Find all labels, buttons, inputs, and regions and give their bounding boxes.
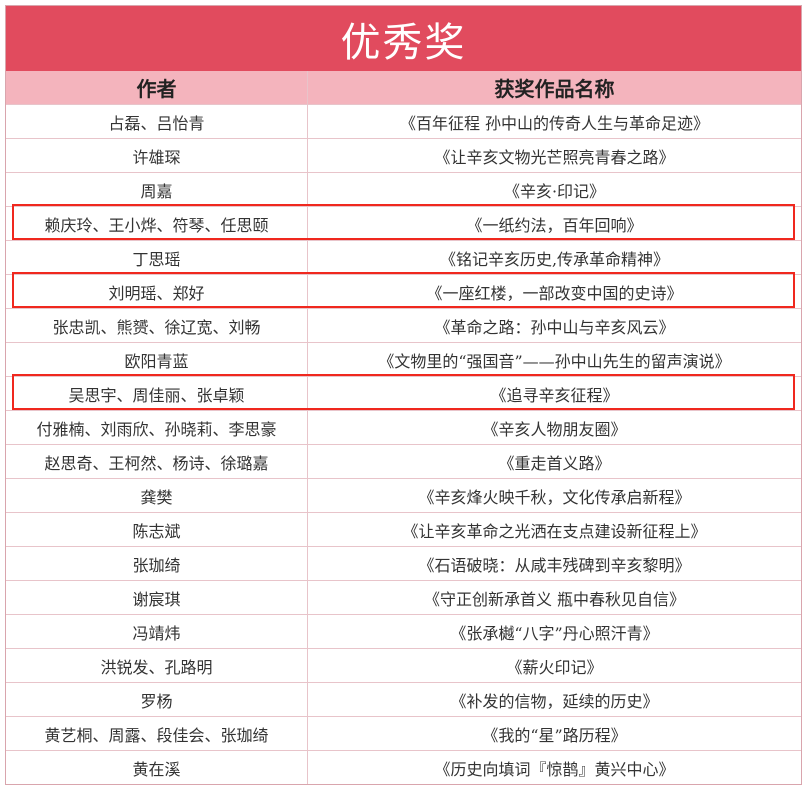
work-title-cell: 《历史向填词『惊鹊』黄兴中心》 xyxy=(434,759,675,779)
work-title-cell: 《补发的信物，延续的历史》 xyxy=(450,691,659,711)
author-cell: 付雅楠、刘雨欣、孙晓莉、李思豪 xyxy=(6,411,308,444)
work-title-cell: 《一座红楼，一部改变中国的史诗》 xyxy=(426,283,683,303)
table-row: 陈志斌 《让辛亥革命之光洒在支点建设新征程上》 xyxy=(6,512,801,546)
author-cell: 张忠凯、熊赟、徐辽宽、刘畅 xyxy=(6,309,308,342)
table-row: 龚樊 《辛亥烽火映千秋，文化传承启新程》 xyxy=(6,478,801,512)
table-row: 谢宸琪 《守正创新承首义 瓶中春秋见自信》 xyxy=(6,580,801,614)
author-cell: 张珈绮 xyxy=(6,547,308,580)
table-row: 吴思宇、周佳丽、张卓颖 《追寻辛亥征程》 xyxy=(6,376,801,410)
column-header-author: 作者 xyxy=(6,71,308,104)
work-title-cell: 《百年征程 孙中山的传奇人生与革命足迹》 xyxy=(399,113,710,133)
table-header: 作者 获奖作品名称 xyxy=(6,71,801,104)
work-title-cell: 《辛亥人物朋友圈》 xyxy=(482,419,627,439)
work-title-cell: 《让辛亥文物光芒照亮青春之路》 xyxy=(434,147,675,167)
table-row: 占磊、吕怡青 《百年征程 孙中山的传奇人生与革命足迹》 xyxy=(6,104,801,138)
author-cell: 许雄琛 xyxy=(6,139,308,172)
work-title-cell: 《我的“星”路历程》 xyxy=(482,725,627,745)
work-title-cell: 《张承樾“八字”丹心照汗青》 xyxy=(450,623,659,643)
table-row: 黄在溪 《历史向填词『惊鹊』黄兴中心》 xyxy=(6,750,801,784)
table-row: 许雄琛 《让辛亥文物光芒照亮青春之路》 xyxy=(6,138,801,172)
author-cell: 冯靖炜 xyxy=(6,615,308,648)
work-title-cell: 《革命之路：孙中山与辛亥风云》 xyxy=(434,317,675,337)
author-cell: 周嘉 xyxy=(6,173,308,206)
work-title-cell: 《铭记辛亥历史,传承革命精神》 xyxy=(439,249,670,269)
table-row: 张珈绮 《石语破晓：从咸丰残碑到辛亥黎明》 xyxy=(6,546,801,580)
author-cell: 洪锐发、孔路明 xyxy=(6,649,308,682)
author-cell: 黄艺桐、周露、段佳会、张珈绮 xyxy=(6,717,308,750)
table-row: 罗杨 《补发的信物，延续的历史》 xyxy=(6,682,801,716)
work-title-cell: 《文物里的“强国音”——孙中山先生的留声演说》 xyxy=(378,351,731,371)
author-cell: 陈志斌 xyxy=(6,513,308,546)
award-table: 优秀奖 作者 获奖作品名称 占磊、吕怡青 《百年征程 孙中山的传奇人生与革命足迹》… xyxy=(5,5,802,785)
table-row: 刘明瑶、郑好 《一座红楼，一部改变中国的史诗》 xyxy=(6,274,801,308)
author-cell: 黄在溪 xyxy=(6,751,308,784)
author-cell: 吴思宇、周佳丽、张卓颖 xyxy=(6,377,308,410)
work-title-cell: 《薪火印记》 xyxy=(506,657,603,677)
work-title-cell: 《让辛亥革命之光洒在支点建设新征程上》 xyxy=(402,521,707,541)
author-cell: 罗杨 xyxy=(6,683,308,716)
author-cell: 龚樊 xyxy=(6,479,308,512)
table-title: 优秀奖 xyxy=(6,6,801,71)
author-cell: 赵思奇、王柯然、杨诗、徐璐嘉 xyxy=(6,445,308,478)
author-cell: 赖庆玲、王小烨、符琴、任思颐 xyxy=(6,207,308,240)
table-row: 黄艺桐、周露、段佳会、张珈绮 《我的“星”路历程》 xyxy=(6,716,801,750)
table-row: 洪锐发、孔路明 《薪火印记》 xyxy=(6,648,801,682)
work-title-cell: 《辛亥·印记》 xyxy=(503,181,606,201)
table-row: 赵思奇、王柯然、杨诗、徐璐嘉 《重走首义路》 xyxy=(6,444,801,478)
work-title-cell: 《重走首义路》 xyxy=(498,453,611,473)
work-title-cell: 《石语破晓：从咸丰残碑到辛亥黎明》 xyxy=(418,555,691,575)
work-title-cell: 《辛亥烽火映千秋，文化传承启新程》 xyxy=(418,487,691,507)
table-body: 占磊、吕怡青 《百年征程 孙中山的传奇人生与革命足迹》许雄琛 《让辛亥文物光芒照亮青… xyxy=(6,104,801,784)
table-row: 赖庆玲、王小烨、符琴、任思颐 《一纸约法，百年回响》 xyxy=(6,206,801,240)
column-header-work: 获奖作品名称 xyxy=(494,77,615,101)
table-row: 冯靖炜 《张承樾“八字”丹心照汗青》 xyxy=(6,614,801,648)
work-title-cell: 《守正创新承首义 瓶中春秋见自信》 xyxy=(423,589,686,609)
author-cell: 欧阳青蓝 xyxy=(6,343,308,376)
author-cell: 谢宸琪 xyxy=(6,581,308,614)
table-row: 周嘉 《辛亥·印记》 xyxy=(6,172,801,206)
table-row: 丁思瑶 《铭记辛亥历史,传承革命精神》 xyxy=(6,240,801,274)
author-cell: 刘明瑶、郑好 xyxy=(6,275,308,308)
work-title-cell: 《追寻辛亥征程》 xyxy=(490,385,619,405)
work-title-cell: 《一纸约法，百年回响》 xyxy=(466,215,643,235)
table-row: 付雅楠、刘雨欣、孙晓莉、李思豪 《辛亥人物朋友圈》 xyxy=(6,410,801,444)
author-cell: 丁思瑶 xyxy=(6,241,308,274)
table-row: 张忠凯、熊赟、徐辽宽、刘畅 《革命之路：孙中山与辛亥风云》 xyxy=(6,308,801,342)
author-cell: 占磊、吕怡青 xyxy=(6,105,308,138)
table-row: 欧阳青蓝 《文物里的“强国音”——孙中山先生的留声演说》 xyxy=(6,342,801,376)
